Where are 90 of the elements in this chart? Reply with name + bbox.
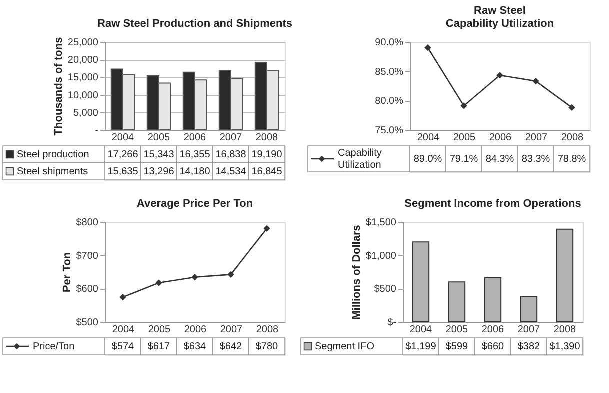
data-label: 13,296 (144, 166, 175, 178)
point (264, 225, 270, 232)
x-tick-label: 2008 (561, 132, 584, 144)
data-label: 16,838 (216, 150, 247, 160)
x-tick-label: 2006 (489, 132, 512, 144)
bar (412, 242, 430, 322)
y-tick-label: $1,000 (366, 250, 397, 262)
x-tick-label: 2005 (446, 324, 469, 336)
chart-title: Average Price Per Ton (136, 198, 254, 210)
data-label: 78.8% (558, 154, 586, 165)
data-label: 84.3% (486, 154, 514, 165)
point (532, 78, 540, 85)
data-label: $780 (256, 342, 279, 352)
data-label: $634 (184, 342, 207, 352)
x-tick-label: 2006 (184, 132, 207, 144)
y-tick-label: $500 (76, 318, 99, 328)
y-tick-label: 15,000 (68, 72, 99, 84)
y-tick-label: $1,500 (366, 218, 397, 228)
legend-label: Price/Ton (33, 342, 75, 352)
x-tick-label: 2005 (148, 324, 172, 336)
legend-label: Segment IFO (315, 342, 375, 352)
y-tick-label: 75.0% (375, 126, 404, 136)
y-tick-label: 20,000 (68, 55, 99, 66)
y-tick-label: 90.0% (375, 38, 404, 48)
y-axis-title: Thousands of tons (52, 37, 65, 136)
bar (556, 228, 574, 322)
data-label: 16,845 (252, 166, 283, 178)
point (192, 274, 198, 281)
data-label: 15,343 (144, 150, 175, 160)
point (460, 102, 468, 110)
legend-label: Capability Utilization (338, 148, 382, 171)
y-axis-title: Millions of Dollars (350, 225, 363, 320)
data-label: $1,199 (406, 342, 437, 352)
x-tick-label: 2006 (482, 324, 505, 336)
data-label: $599 (446, 342, 469, 352)
bar (520, 296, 538, 322)
data-label: $574 (112, 342, 135, 352)
x-tick-label: 2007 (525, 132, 548, 144)
data-label: $642 (220, 342, 243, 352)
y-tick-label: 5,000 (73, 108, 99, 119)
data-label: 16,355 (180, 150, 211, 160)
data-label: $1,390 (550, 342, 581, 352)
point (228, 271, 234, 278)
point (568, 104, 576, 112)
point (424, 44, 432, 52)
x-tick-label: 2004 (112, 324, 136, 336)
legend-label: Steel production (17, 150, 90, 160)
y-tick-label: $800 (76, 218, 99, 228)
bar (484, 278, 502, 322)
y-tick-label: $- (388, 318, 396, 328)
x-tick-label: 2008 (256, 324, 280, 336)
y-tick-label: 85.0% (375, 66, 404, 78)
data-label: 14,180 (180, 166, 211, 178)
x-tick-label: 2008 (554, 324, 577, 336)
data-label: $617 (148, 342, 171, 352)
y-tick-label: $700 (76, 250, 99, 262)
data-label: 14,534 (216, 166, 247, 178)
x-tick-label: 2006 (184, 324, 208, 336)
y-tick-label: 25,000 (68, 38, 99, 48)
data-label: 15,635 (108, 166, 139, 178)
data-label: 83.3% (522, 154, 550, 165)
x-tick-label: 2007 (220, 324, 244, 336)
data-label: $382 (518, 342, 541, 352)
x-tick-label: 2005 (453, 132, 476, 144)
bar (448, 282, 466, 322)
y-tick-label: - (95, 126, 98, 136)
y-axis-title: Per Ton (61, 252, 74, 293)
chart-title: Segment Income from Operations (404, 198, 582, 210)
x-tick-label: 2004 (410, 324, 433, 336)
chart-title: Raw Steel Capability Utilization (446, 5, 554, 30)
data-label: $660 (482, 342, 505, 352)
point (120, 294, 126, 301)
x-tick-label: 2007 (220, 132, 243, 144)
legend-label: Steel shipments (17, 166, 88, 178)
x-tick-label: 2008 (256, 132, 279, 144)
point (496, 72, 504, 79)
y-tick-label: 10,000 (68, 90, 99, 102)
data-label: 17,266 (108, 150, 139, 160)
data-label: 19,190 (252, 150, 283, 160)
y-tick-label: $500 (374, 284, 397, 296)
data-label: 79.1% (450, 154, 478, 165)
y-tick-label: $600 (76, 284, 99, 296)
data-label: 89.0% (414, 154, 442, 165)
x-tick-label: 2004 (417, 132, 440, 144)
y-tick-label: 80.0% (375, 96, 404, 108)
x-tick-label: 2007 (518, 324, 541, 336)
x-tick-label: 2005 (148, 132, 171, 144)
point (156, 280, 162, 286)
x-tick-label: 2004 (112, 132, 135, 144)
chart-title: Raw Steel Production and Shipments (98, 18, 292, 30)
